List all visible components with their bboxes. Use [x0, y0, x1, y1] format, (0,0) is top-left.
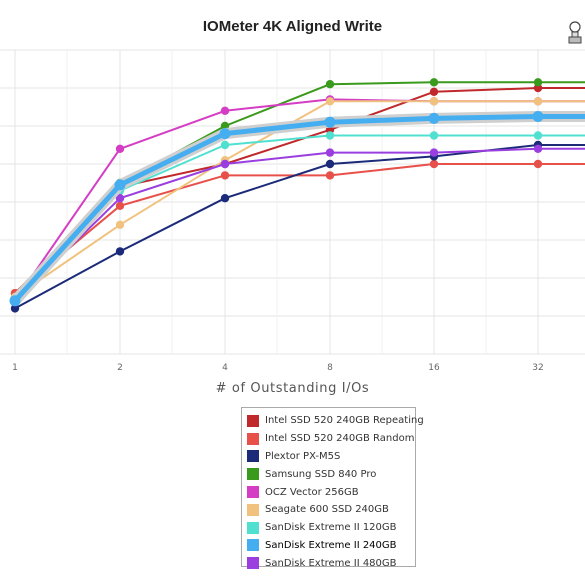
- legend-swatch: [247, 539, 259, 552]
- x-tick-label: 16: [428, 363, 440, 373]
- legend-label: Intel SSD 520 240GB Random: [265, 433, 415, 445]
- legend-item[interactable]: SanDisk Extreme II 120GB: [247, 519, 410, 537]
- x-tick-label: 32: [532, 363, 543, 373]
- legend: Intel SSD 520 240GB Repeating Intel SSD 5…: [241, 407, 424, 570]
- series-intel-ssd-520-240gb-random: [10, 159, 585, 298]
- data-point: [115, 194, 125, 203]
- data-point: [115, 220, 125, 229]
- data-point: [220, 140, 230, 150]
- data-point: [533, 131, 543, 140]
- legend-label: Plextor PX-M5S: [265, 450, 341, 462]
- legend-item[interactable]: Seagate 600 SSD 240GB: [247, 501, 410, 519]
- series-plextor-px-m5s: [10, 140, 585, 313]
- x-tick-label: 1: [12, 363, 18, 373]
- data-point: [533, 144, 543, 153]
- legend-item[interactable]: Intel SSD 520 240GB Random: [247, 430, 414, 448]
- chart-title: IOMeter 4K Aligned Write: [202, 18, 383, 35]
- legend-label: SanDisk Extreme II 240GB: [265, 539, 397, 551]
- series-line: [14, 144, 585, 310]
- legend-label: OCZ Vector 256GB: [265, 486, 359, 498]
- data-point: [10, 304, 20, 313]
- x-tick-label: 4: [222, 363, 228, 373]
- data-point: [114, 179, 126, 191]
- data-point: [220, 171, 230, 180]
- legend-item[interactable]: OCZ Vector 256GB: [247, 483, 410, 501]
- legend-swatch: [247, 468, 259, 481]
- data-point: [325, 148, 335, 157]
- data-point: [429, 159, 439, 169]
- data-point: [325, 80, 335, 89]
- series-lines: [9, 78, 585, 313]
- data-point: [220, 106, 230, 116]
- data-point: [429, 78, 439, 87]
- data-point: [428, 112, 440, 124]
- legend-swatch: [247, 486, 259, 499]
- legend-item[interactable]: SanDisk Extreme II 240GB: [247, 537, 410, 555]
- series-line: [13, 114, 585, 303]
- legend-label: SanDisk Extreme II 120GB: [265, 522, 397, 534]
- data-point: [429, 131, 439, 140]
- legend-swatch: [247, 521, 259, 534]
- data-point: [533, 159, 543, 169]
- legend-swatch: [247, 450, 259, 463]
- corner-icon[interactable]: [565, 20, 585, 46]
- series-line: [14, 163, 585, 294]
- data-point: [115, 247, 125, 256]
- data-point: [325, 159, 335, 169]
- data-point: [324, 116, 336, 128]
- legend-item[interactable]: Intel SSD 520 240GB Repeating: [247, 412, 424, 430]
- legend-swatch: [247, 557, 259, 570]
- x-ticks: 1 2 4 8 16 32: [12, 363, 544, 373]
- legend-swatch: [247, 503, 259, 516]
- legend-swatch: [247, 414, 259, 427]
- legend-item[interactable]: Plextor PX-M5S: [247, 448, 410, 466]
- data-point: [325, 171, 335, 180]
- legend-label: SanDisk Extreme II 480GB: [265, 557, 397, 569]
- data-point: [115, 144, 125, 153]
- series-sandisk-extreme-ii-240gb: [9, 111, 585, 307]
- data-point: [532, 111, 544, 122]
- series-samsung-ssd-840-pro: [10, 78, 585, 302]
- x-tick-label: 2: [117, 363, 123, 373]
- data-point: [429, 87, 439, 97]
- legend-item[interactable]: Samsung SSD 840 Pro: [247, 465, 410, 483]
- data-point: [325, 97, 335, 106]
- legend-item[interactable]: SanDisk Extreme II 480GB: [247, 554, 410, 572]
- data-point: [533, 97, 543, 106]
- data-point: [533, 78, 543, 87]
- data-point: [219, 128, 231, 140]
- legend-swatch: [247, 432, 259, 445]
- data-point: [115, 201, 125, 210]
- data-point: [325, 131, 335, 140]
- x-axis-label: # of Outstanding I/Os: [215, 381, 370, 396]
- grid: [0, 49, 585, 355]
- data-point: [220, 194, 230, 203]
- legend-label: Intel SSD 520 240GB Repeating: [265, 415, 424, 427]
- data-point: [429, 148, 439, 157]
- data-point: [220, 159, 230, 169]
- data-point: [9, 295, 21, 307]
- data-point: [429, 97, 439, 106]
- legend-label: Seagate 600 SSD 240GB: [265, 504, 389, 516]
- legend-label: Samsung SSD 840 Pro: [265, 468, 377, 480]
- x-tick-label: 8: [327, 363, 333, 373]
